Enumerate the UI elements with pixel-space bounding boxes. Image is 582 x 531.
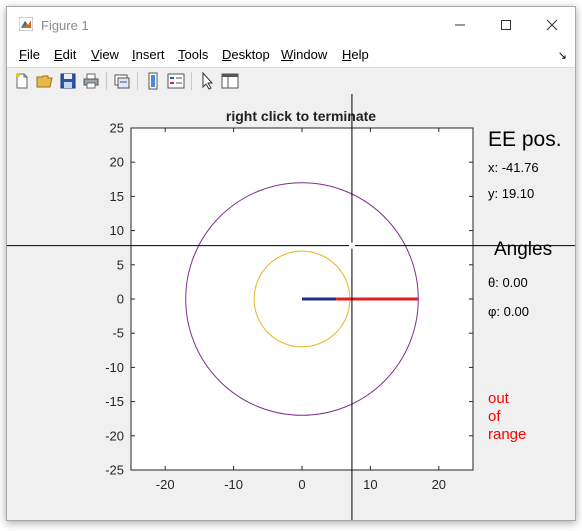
y-tick-label: 0 [117, 292, 124, 307]
maximize-button[interactable] [483, 7, 529, 43]
dock-figure-icon[interactable]: ↘ [557, 50, 567, 62]
y-tick-label: -5 [112, 326, 124, 341]
ee-pos-title: EE pos. [488, 128, 562, 151]
y-tick-label: -15 [105, 394, 124, 409]
y-tick-label: -10 [105, 360, 124, 375]
x-tick-label: -20 [156, 477, 175, 492]
toolbar [7, 67, 575, 95]
plot-svg[interactable]: right click to terminate -20 -10 0 10 20 25 20… [7, 94, 575, 520]
menu-desktop[interactable]: Desktop [222, 47, 270, 62]
close-button[interactable] [529, 7, 575, 43]
save-icon[interactable] [59, 72, 77, 90]
maximize-icon [501, 20, 511, 30]
angles-title: Angles [494, 239, 552, 260]
menu-insert[interactable]: Insert [132, 47, 165, 62]
y-tick-label: -25 [105, 463, 124, 478]
print-icon[interactable] [82, 72, 100, 90]
figure-window: Figure 1 File Edit View Insert Tools Des… [6, 6, 576, 521]
chart-title: right click to terminate [226, 108, 376, 124]
toolbar-separator [137, 72, 138, 90]
y-tick-label: 10 [110, 223, 124, 238]
minimize-button[interactable] [437, 7, 483, 43]
phi-value: φ: 0.00 [488, 304, 529, 319]
crosshair-cursor [7, 94, 575, 520]
new-figure-icon[interactable] [13, 72, 31, 90]
close-icon [546, 19, 558, 31]
menu-view[interactable]: View [91, 47, 119, 62]
y-tick-label: 25 [110, 121, 124, 136]
crosshair-center [348, 242, 355, 249]
property-inspector-icon[interactable] [221, 72, 239, 90]
x-tick-label: 0 [298, 477, 305, 492]
x-tick-label: 20 [432, 477, 446, 492]
theta-value: θ: 0.00 [488, 275, 528, 290]
menu-tools[interactable]: Tools [178, 47, 209, 62]
x-tick-label: -10 [224, 477, 243, 492]
status-of: of [488, 408, 501, 425]
plot-marks [185, 182, 419, 416]
open-file-icon[interactable] [36, 72, 54, 90]
menu-bar: File Edit View Insert Tools Desktop Wind… [7, 43, 575, 67]
menu-file[interactable]: File [19, 47, 40, 62]
toolbar-separator [191, 72, 192, 90]
y-tick-label: 5 [117, 257, 124, 272]
window-title: Figure 1 [41, 18, 89, 33]
menu-help[interactable]: Help [342, 47, 369, 62]
y-tick-label: 15 [110, 189, 124, 204]
link-plot-icon[interactable] [113, 72, 131, 90]
matlab-icon [19, 17, 33, 31]
x-tick-label: 10 [363, 477, 377, 492]
edit-plot-icon[interactable] [199, 72, 217, 90]
insert-colorbar-icon[interactable] [144, 72, 162, 90]
menu-window[interactable]: Window [281, 47, 328, 62]
y-tick-label: -20 [105, 428, 124, 443]
figure-canvas[interactable]: right click to terminate -20 -10 0 10 20 25 20… [7, 94, 575, 520]
menu-edit[interactable]: Edit [54, 47, 77, 62]
ee-x-value: x: -41.76 [488, 160, 539, 175]
title-bar: Figure 1 [7, 7, 575, 43]
minimize-icon [455, 24, 465, 26]
insert-legend-icon[interactable] [167, 72, 185, 90]
status-range: range [488, 426, 526, 443]
status-out: out [488, 390, 510, 407]
ee-y-value: y: 19.10 [488, 186, 534, 201]
axis-ticks: -20 -10 0 10 20 25 20 15 10 5 0 -5 -10 -15 -20 -25 [105, 121, 473, 492]
y-tick-label: 20 [110, 155, 124, 170]
toolbar-separator [106, 72, 107, 90]
